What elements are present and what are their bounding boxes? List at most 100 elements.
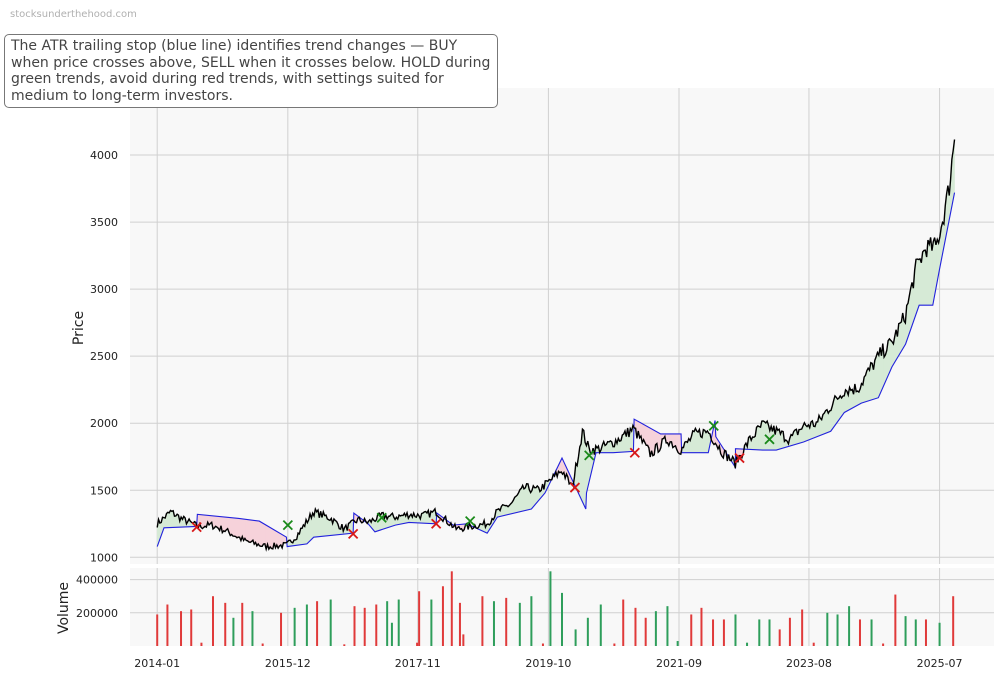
price-and-stop-lines [156, 139, 956, 552]
price-line [156, 139, 956, 552]
volume-bar-down [316, 601, 319, 646]
x-tick-label: 2017-11 [395, 657, 441, 670]
volume-bar-up [654, 611, 657, 646]
volume-bar-down [858, 619, 861, 646]
volume-bar-down [812, 642, 815, 646]
volume-bar-down [343, 644, 346, 646]
x-tick-label: 2023-08 [786, 657, 832, 670]
volume-bar-down [375, 604, 378, 646]
marker-stroke [191, 521, 202, 533]
volume-bar-down [778, 629, 781, 646]
price-tick-label: 1000 [90, 551, 118, 564]
x-tick-label: 2014-01 [134, 657, 180, 670]
volume-bar-down [924, 619, 927, 646]
marker-stroke [569, 482, 581, 493]
volume-bar-down [441, 586, 444, 646]
volume-bar-down [363, 607, 366, 646]
buy-signal-marker [376, 512, 387, 523]
sell-signal-marker [734, 452, 745, 464]
volume-bars [156, 571, 955, 646]
volume-bar-up [938, 622, 941, 646]
volume-bar-up [870, 619, 873, 646]
axis-ticks: 2014-01 2015-12 2017-11 2019-10 2021-09 2023-… [76, 149, 963, 670]
volume-bar-down [280, 612, 283, 646]
marker-stroke [348, 528, 359, 539]
volume-bar-up [518, 602, 521, 646]
volume-bar-down [634, 607, 637, 646]
volume-bar-up [574, 629, 577, 646]
annotation-box: The ATR trailing stop (blue line) identi… [4, 34, 498, 108]
volume-tick-label: 200000 [76, 607, 118, 620]
volume-bar-down [190, 609, 193, 646]
volume-bar-down [166, 604, 169, 646]
volume-bar-up [848, 606, 851, 646]
volume-bar-down [241, 602, 244, 646]
volume-tick-label: 400000 [76, 574, 118, 587]
volume-bar-down [200, 642, 203, 646]
price-tick-label: 2000 [90, 417, 118, 430]
volume-bar-up [561, 592, 563, 646]
marker-stroke [764, 434, 775, 445]
x-tick-label: 2025-07 [917, 657, 963, 670]
volume-bar-up [386, 601, 389, 646]
volume-bar-up [430, 599, 433, 646]
marker-stroke [734, 452, 745, 464]
volume-bar-down [700, 607, 703, 646]
marker-stroke [465, 515, 476, 527]
volume-bar-up [734, 614, 737, 646]
volume-bar-up [599, 604, 602, 646]
marker-stroke [431, 518, 442, 529]
marker-stroke [629, 447, 640, 458]
sell-signal-marker [569, 482, 581, 493]
trend-fills [156, 139, 955, 551]
buy-signal-marker [708, 420, 719, 432]
marker-stroke [376, 512, 387, 523]
volume-bar-down [481, 596, 484, 646]
volume-bar-up [549, 571, 552, 646]
volume-bar-down [622, 599, 625, 646]
sell-signal-marker [431, 518, 442, 529]
volume-bar-up [251, 611, 254, 646]
volume-bar-down [712, 619, 715, 646]
volume-bar-down [541, 643, 544, 646]
price-tick-label: 3000 [90, 283, 118, 296]
grid [130, 88, 994, 646]
volume-bar-up [826, 612, 829, 646]
signal-markers [191, 420, 775, 539]
volume-bar-down [180, 611, 183, 646]
volume-bar-up [836, 614, 839, 646]
buy-signal-marker [465, 515, 476, 527]
volume-bar-down [156, 614, 159, 646]
sell-signal-marker [191, 521, 202, 533]
volume-bar-up [305, 604, 308, 646]
volume-bar-up [492, 601, 495, 646]
volume-bar-down [211, 596, 214, 646]
volume-bar-down [353, 606, 356, 646]
x-tick-label: 2021-09 [656, 657, 702, 670]
price-tick-label: 1500 [90, 484, 118, 497]
volume-axis-label: Volume [56, 582, 72, 634]
marker-stroke [584, 450, 595, 461]
volume-bar-down [462, 634, 465, 646]
price-tick-label: 2500 [90, 350, 118, 363]
volume-bar-down [882, 643, 885, 646]
x-tick-label: 2019-10 [525, 657, 571, 670]
volume-bar-up [397, 599, 400, 646]
marker-stroke [708, 420, 719, 432]
volume-bar-up [746, 642, 749, 646]
marker-stroke [282, 519, 293, 531]
volume-bar-down [261, 643, 264, 646]
volume-bar-up [530, 596, 533, 646]
volume-bar-up [666, 606, 669, 646]
volume-bar-down [416, 642, 419, 646]
buy-signal-marker [764, 434, 775, 445]
x-tick-label: 2015-12 [265, 657, 311, 670]
price-tick-label: 4000 [90, 149, 118, 162]
volume-bar-up [390, 622, 393, 646]
sell-signal-marker [348, 528, 359, 539]
volume-bar-down [788, 617, 791, 646]
volume-bar-down [722, 619, 725, 646]
volume-bar-down [801, 609, 804, 646]
volume-bar-down [613, 643, 616, 646]
